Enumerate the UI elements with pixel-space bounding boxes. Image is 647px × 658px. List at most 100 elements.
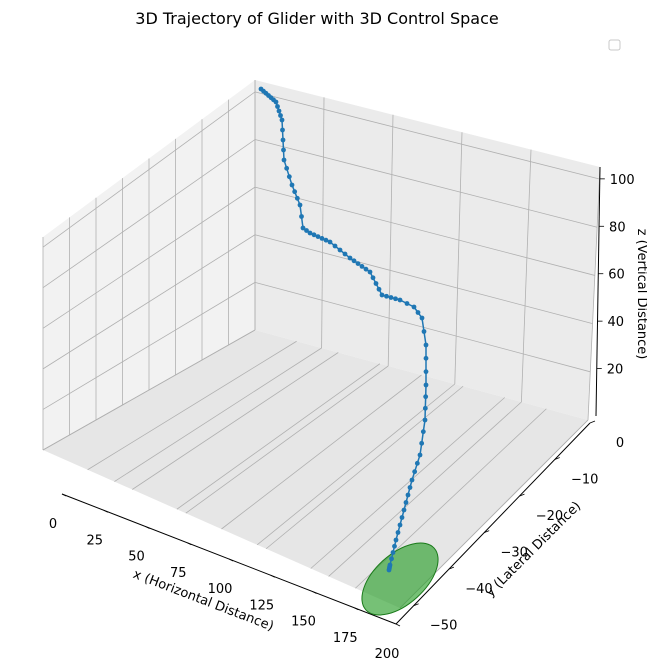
trajectory-point [403, 500, 409, 505]
trajectory-point [422, 405, 428, 411]
z-tick-label: 40 [608, 315, 625, 330]
y-tick-mark [484, 530, 490, 534]
z-axis-line [595, 166, 601, 417]
chart-title: 3D Trajectory of Glider with 3D Control … [135, 9, 498, 28]
trajectory-point [280, 127, 285, 133]
trajectory-point [421, 329, 427, 334]
trajectory-point [286, 174, 292, 180]
trajectory-point [395, 530, 401, 535]
x-tick-mark [145, 526, 150, 529]
z-tick-label: 60 [608, 268, 625, 283]
x-tick-mark [61, 493, 67, 497]
x-tick-label: 125 [249, 598, 274, 613]
y-tick-mark [554, 457, 560, 460]
trajectory-point [379, 292, 385, 298]
yz-grid-line [587, 166, 601, 421]
z-grid-line-left [42, 91, 256, 248]
y-grid-placeholder [0, 0, 43, 450]
trajectory-point [292, 189, 298, 195]
trajectory-point [407, 485, 413, 490]
yz-grid-line [321, 97, 325, 349]
trajectory-point [422, 417, 428, 423]
trajectory-point [423, 394, 429, 400]
y-floor-grid-line [328, 401, 522, 577]
legend-box [608, 39, 621, 51]
y-tick-mark [448, 566, 455, 570]
trajectory-point [397, 522, 403, 528]
trajectory-point [397, 297, 403, 303]
trajectory-point [423, 369, 429, 375]
x-grid-line [176, 363, 381, 510]
trajectory-point [332, 243, 338, 249]
trajectory-point [311, 232, 317, 238]
trajectory-point [315, 234, 321, 240]
x-tick-label: 150 [291, 615, 316, 630]
ticks: 0 25 50 75 100 125 150 175 200 0 −10 −20 −30 −40 −50 20… [49, 173, 635, 658]
trajectory-point [404, 301, 410, 306]
trajectory-point [423, 342, 429, 348]
y-tick-label: −20 [536, 509, 563, 524]
x-tick-label: 50 [128, 550, 145, 565]
yz-grid-line [521, 149, 532, 403]
trajectory-point [370, 275, 376, 281]
trajectory-point [388, 295, 394, 300]
y-tick-label: −50 [430, 619, 457, 634]
trajectory-point [423, 382, 429, 388]
y-axis-label: y (Lateral Distance) [483, 499, 584, 600]
x-tick-mark [395, 623, 401, 627]
y-tick-label: −40 [465, 582, 492, 597]
z-tick-label: 20 [607, 363, 624, 378]
z-tick-label: 100 [610, 173, 635, 188]
x-tick-label: 75 [170, 566, 187, 581]
trajectory-point [281, 157, 287, 163]
trajectory-point [414, 460, 420, 466]
trajectory-point [405, 492, 411, 498]
trajectory-point [299, 214, 304, 219]
trajectory-point [337, 247, 343, 253]
trajectory-point [279, 117, 285, 123]
x-tick-label: 0 [49, 517, 57, 532]
trajectory-point [278, 113, 283, 118]
x-tick-mark [228, 558, 234, 562]
trajectory-point [276, 108, 282, 114]
x-tick-mark [187, 542, 192, 546]
trajectory-point [384, 293, 389, 299]
trajectory-point [392, 543, 397, 549]
z-grid-line-left [42, 139, 256, 289]
trajectory-point [412, 469, 418, 475]
trajectory-point [342, 251, 348, 257]
y-floor-grid-line [256, 383, 456, 546]
trajectory-point [393, 537, 399, 543]
trajectory-point [367, 269, 373, 275]
x-tick-label: 200 [375, 647, 400, 658]
trajectory-point [280, 137, 286, 143]
x-grid-line [310, 397, 506, 569]
trajectory-point [390, 550, 396, 555]
z-grid-line-right [254, 139, 598, 228]
trajectory-point [386, 567, 392, 573]
trajectory-point [373, 281, 379, 286]
trajectory-point [323, 237, 329, 243]
x-grid-line [132, 352, 339, 490]
x-grid-line [221, 374, 422, 530]
trajectory-point [401, 507, 407, 513]
trajectory-point [376, 286, 382, 292]
y-tick-mark [413, 603, 419, 607]
x-grid-line [265, 385, 464, 550]
trajectory-point [417, 452, 423, 458]
y-tick-label: −10 [571, 473, 598, 488]
trajectory-point [351, 258, 357, 264]
y-floor-grid-line [185, 365, 389, 514]
x-tick-mark [270, 574, 275, 578]
floor-pane [43, 330, 588, 608]
trajectory-point [284, 165, 290, 171]
y-axis-line [395, 422, 591, 625]
x-grid-line [87, 340, 297, 471]
x-tick-mark [103, 509, 108, 513]
y-tick-mark [519, 493, 525, 497]
z-grid-line-right [254, 234, 593, 325]
z-axis-label: z (Vertical Distance) [634, 229, 647, 360]
y-tick-label: −30 [500, 546, 527, 561]
trajectory-point [393, 296, 398, 302]
